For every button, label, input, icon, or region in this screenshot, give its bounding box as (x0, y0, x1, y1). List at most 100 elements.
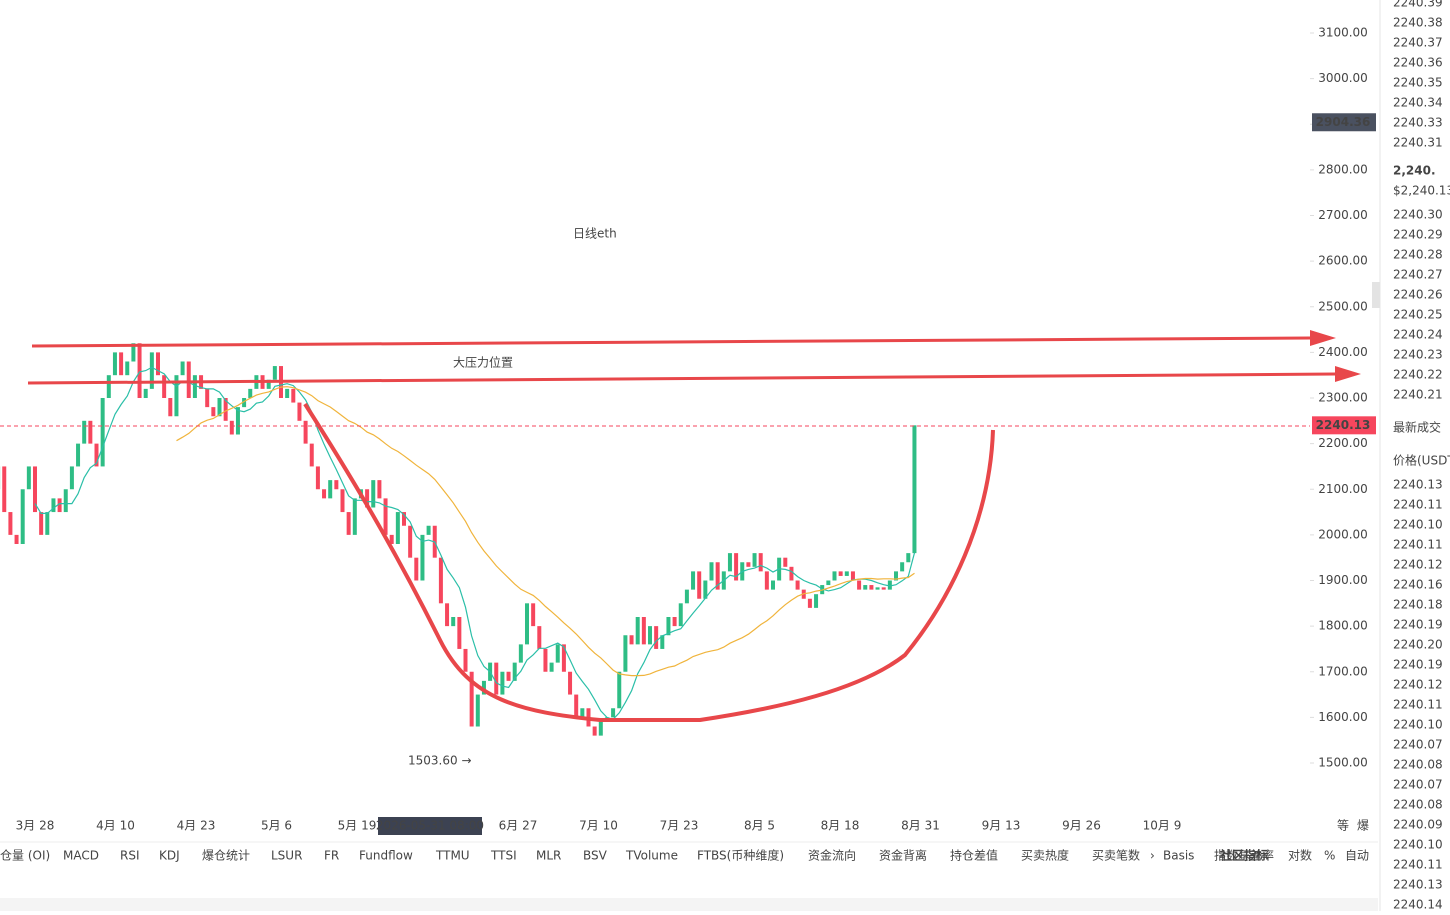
indicator-tab[interactable]: 资金流向 (808, 848, 856, 863)
candle (273, 366, 277, 380)
price-badge-label: 2904.36 (1316, 115, 1371, 129)
candle (888, 581, 892, 590)
trades-title: 最新成交 (1393, 420, 1441, 435)
indicator-tab[interactable]: LSUR (271, 849, 302, 863)
candle (525, 603, 529, 644)
toolbar-item[interactable]: 对数 (1288, 848, 1312, 863)
x-tick-label: 9月 26 (1062, 819, 1101, 833)
candle (334, 480, 338, 489)
toolbar-item[interactable]: % (1324, 849, 1335, 863)
candle (814, 594, 818, 608)
candle (697, 571, 701, 598)
trade-price: 2240.20 (1393, 638, 1443, 652)
bid-price: 2240.30 (1393, 208, 1443, 222)
indicator-tab[interactable]: KDJ (159, 849, 180, 863)
candle (187, 362, 191, 399)
indicator-tab[interactable]: 仓量 (OI) (0, 849, 50, 863)
trade-price: 2240.10 (1393, 518, 1443, 532)
candle (673, 617, 677, 626)
toolbar-item[interactable]: 社区指标 (1219, 848, 1268, 863)
candle (494, 663, 498, 695)
candle (211, 407, 215, 416)
annotation: 大压力位置 (453, 355, 513, 370)
low-annotation: 1503.60 → (408, 754, 472, 768)
x-tick-label: 7月 23 (660, 819, 699, 833)
candle (519, 644, 523, 662)
trade-price: 2240.19 (1393, 658, 1443, 672)
candle (900, 562, 904, 571)
indicator-tab[interactable]: TTSI (490, 849, 517, 863)
indicator-tab[interactable]: Basis (1163, 849, 1194, 863)
x-tick-label: 6月 27 (499, 819, 538, 833)
more-arrow: › (1150, 849, 1155, 863)
candle (876, 587, 880, 589)
candle (679, 603, 683, 626)
candle (537, 626, 541, 649)
indicator-tab[interactable]: TTMU (435, 849, 470, 863)
candle (101, 398, 105, 466)
candle (611, 708, 615, 717)
y-tick-label: 1600.00 (1318, 710, 1368, 724)
price-badge-label: 2240.13 (1316, 418, 1371, 432)
indicator-tab[interactable]: FR (324, 849, 339, 863)
toolbar-item[interactable]: 自动 (1345, 849, 1369, 863)
bid-price: 2240.26 (1393, 288, 1443, 302)
x-tick-label: 8月 18 (821, 819, 860, 833)
trade-price: 2240.12 (1393, 558, 1443, 572)
x-tick-label: 7月 10 (579, 819, 618, 833)
indicator-tab[interactable]: 买卖笔数 (1092, 848, 1140, 863)
candle (882, 587, 886, 589)
candle (839, 571, 843, 576)
candle (341, 489, 345, 512)
candle (113, 352, 117, 375)
candle (857, 581, 861, 590)
indicator-tab[interactable]: BSV (583, 849, 608, 863)
trade-price: 2240.19 (1393, 618, 1443, 632)
candle (648, 626, 652, 644)
y-tick-label: 2500.00 (1318, 299, 1368, 313)
candle (162, 375, 166, 398)
indicator-tab[interactable]: 资金背离 (879, 848, 927, 863)
cup-curve (305, 404, 993, 720)
trade-price: 2240.08 (1393, 798, 1443, 812)
candle (685, 590, 689, 604)
indicator-tab[interactable]: MLR (536, 849, 561, 863)
candle (457, 617, 461, 649)
candle (710, 562, 714, 580)
candle (562, 644, 566, 671)
indicator-tab[interactable]: TVolume (625, 849, 678, 863)
bid-price: 2240.28 (1393, 248, 1443, 262)
candle (771, 581, 775, 590)
y-tick-label: 1500.00 (1318, 756, 1368, 770)
trade-price: 2240.12 (1393, 678, 1443, 692)
candle (500, 672, 504, 695)
resistance-line (28, 374, 1335, 383)
candle (27, 466, 31, 489)
candle (863, 585, 867, 590)
resistance-line (32, 338, 1310, 346)
candle (623, 635, 627, 672)
candle (304, 421, 308, 444)
indicator-tab[interactable]: 买卖热度 (1021, 848, 1069, 863)
scroll-bar[interactable] (0, 898, 1378, 911)
ask-price: 2240.39 (1393, 0, 1443, 10)
indicator-tab[interactable]: RSI (120, 849, 140, 863)
candle (642, 617, 646, 644)
trade-price: 2240.11 (1393, 698, 1443, 712)
collapse-handle[interactable] (1372, 282, 1380, 308)
trade-price: 2240.10 (1393, 838, 1443, 852)
indicator-tab[interactable]: 持仓差值 (950, 848, 998, 863)
trade-price: 2240.16 (1393, 578, 1443, 592)
trade-price: 2240.13 (1393, 478, 1443, 492)
candle (310, 444, 314, 467)
indicator-tab[interactable]: MACD (63, 849, 99, 863)
indicator-tab[interactable]: 爆仓统计 (202, 849, 250, 863)
y-tick-label: 2400.00 (1318, 345, 1368, 359)
indicator-tab[interactable]: FTBS(币种维度) (697, 848, 784, 863)
y-tick-label: 3000.00 (1318, 71, 1368, 85)
indicator-tab[interactable]: Fundflow (359, 849, 413, 863)
x-tick-label: 4月 23 (177, 819, 216, 833)
candle (39, 512, 43, 535)
x-tick-label: 8月 31 (901, 819, 940, 833)
